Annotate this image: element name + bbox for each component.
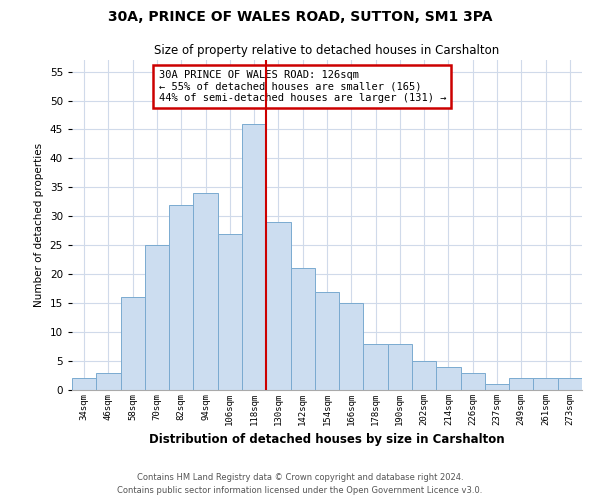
Bar (364, 344, 388, 390)
Bar (509, 378, 533, 390)
Bar (121, 298, 145, 390)
Bar (461, 372, 485, 390)
Bar (72, 378, 96, 390)
Bar (242, 124, 266, 390)
Bar (218, 234, 242, 390)
Bar (266, 222, 290, 390)
Bar (412, 361, 436, 390)
Bar (145, 246, 169, 390)
Bar (315, 292, 339, 390)
Bar (436, 367, 461, 390)
X-axis label: Distribution of detached houses by size in Carshalton: Distribution of detached houses by size … (149, 434, 505, 446)
Bar (388, 344, 412, 390)
Bar (169, 204, 193, 390)
Bar (533, 378, 558, 390)
Title: Size of property relative to detached houses in Carshalton: Size of property relative to detached ho… (154, 44, 500, 58)
Bar (558, 378, 582, 390)
Bar (290, 268, 315, 390)
Bar (193, 193, 218, 390)
Text: Contains HM Land Registry data © Crown copyright and database right 2024.
Contai: Contains HM Land Registry data © Crown c… (118, 474, 482, 495)
Y-axis label: Number of detached properties: Number of detached properties (34, 143, 44, 307)
Text: 30A, PRINCE OF WALES ROAD, SUTTON, SM1 3PA: 30A, PRINCE OF WALES ROAD, SUTTON, SM1 3… (108, 10, 492, 24)
Bar (96, 372, 121, 390)
Bar (339, 303, 364, 390)
Text: 30A PRINCE OF WALES ROAD: 126sqm
← 55% of detached houses are smaller (165)
44% : 30A PRINCE OF WALES ROAD: 126sqm ← 55% o… (158, 70, 446, 103)
Bar (485, 384, 509, 390)
